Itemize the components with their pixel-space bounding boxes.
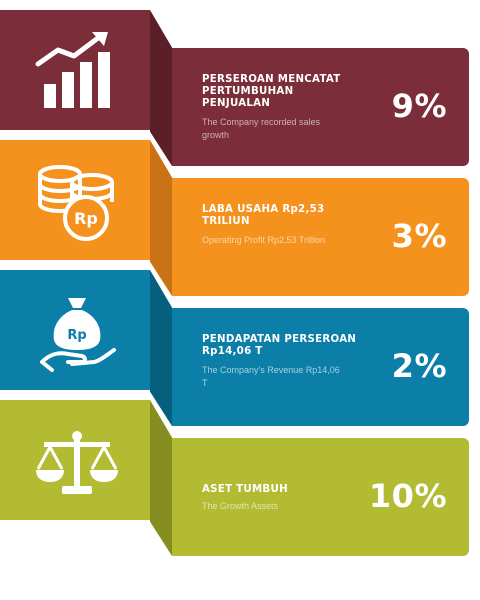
card-subtitle: The Company recorded sales growth (202, 117, 321, 140)
card-percent: 2% (391, 347, 447, 386)
stat-card-sales-growth: PERSEROAN MENCATAT PERTUMBUHAN PENJUALAN… (0, 10, 480, 166)
card-subtitle: Operating Profit Rp2,53 Trillion (202, 235, 326, 245)
card-title: LABA USAHA Rp2,53 TRILIUN (202, 204, 325, 227)
card-title: ASET TUMBUH (202, 484, 288, 495)
card-fold (150, 400, 172, 556)
card-title: PENDAPATAN PERSEROAN Rp14,06 T (202, 334, 357, 357)
rp-label: Rp (74, 209, 98, 228)
stat-card-operating-profit: LABA USAHA Rp2,53 TRILIUN Operating Prof… (0, 140, 480, 296)
money-bag-hand-icon: Rp (40, 298, 116, 372)
card-text-panel: PERSEROAN MENCATAT PERTUMBUHAN PENJUALAN… (172, 48, 469, 166)
card-text-panel: ASET TUMBUH The Growth Assets 10% (172, 438, 469, 556)
card-subtitle: The Company's Revenue Rp14,06 T (202, 365, 340, 388)
rp-label: Rp (67, 328, 86, 343)
stat-card-revenue: PENDAPATAN PERSEROAN Rp14,06 T The Compa… (0, 270, 480, 426)
card-text-panel: PENDAPATAN PERSEROAN Rp14,06 T The Compa… (172, 308, 469, 426)
balance-scale-icon (36, 431, 118, 494)
card-percent: 9% (391, 87, 447, 126)
card-percent: 10% (368, 477, 447, 516)
card-fold (150, 140, 172, 296)
growth-chart-icon (35, 32, 110, 108)
card-text-panel: LABA USAHA Rp2,53 TRILIUN Operating Prof… (172, 178, 469, 296)
coins-rp-icon: Rp (38, 165, 114, 241)
card-subtitle: The Growth Assets (202, 501, 279, 511)
card-icon-panel (0, 10, 150, 130)
card-title: PERSEROAN MENCATAT PERTUMBUHAN PENJUALAN (202, 74, 341, 109)
card-fold (150, 10, 172, 166)
card-fold (150, 270, 172, 426)
card-percent: 3% (391, 217, 447, 256)
stat-card-assets: ASET TUMBUH The Growth Assets 10% (0, 400, 480, 556)
